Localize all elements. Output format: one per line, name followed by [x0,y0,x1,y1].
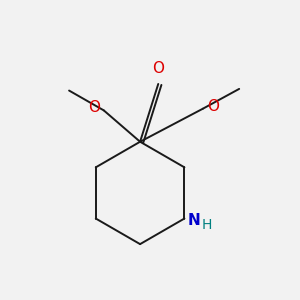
Text: H: H [202,218,212,232]
Text: N: N [188,213,201,228]
Text: O: O [152,61,164,76]
Text: O: O [88,100,100,115]
Text: O: O [207,99,219,114]
